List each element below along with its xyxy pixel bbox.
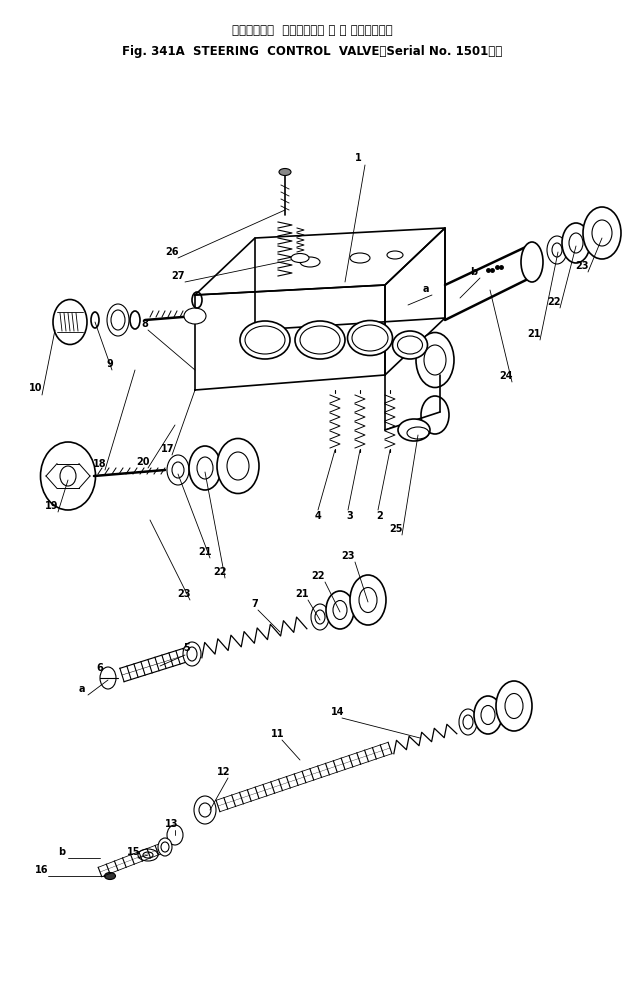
Text: a: a — [422, 284, 429, 294]
Text: 27: 27 — [171, 271, 185, 281]
Ellipse shape — [459, 709, 477, 735]
Text: 26: 26 — [165, 247, 178, 257]
Text: 14: 14 — [331, 707, 344, 717]
Ellipse shape — [350, 575, 386, 625]
Ellipse shape — [104, 872, 115, 879]
Text: 23: 23 — [177, 589, 191, 599]
Ellipse shape — [100, 667, 116, 689]
Text: 15: 15 — [127, 847, 141, 857]
Text: 9: 9 — [107, 359, 114, 369]
Ellipse shape — [562, 223, 590, 263]
Ellipse shape — [547, 236, 567, 264]
Ellipse shape — [217, 439, 259, 493]
Text: Fig. 341A  STEERING  CONTROL  VALVE（Serial No. 1501～）: Fig. 341A STEERING CONTROL VALVE（Serial … — [122, 45, 502, 58]
Text: 13: 13 — [165, 819, 178, 829]
Text: 12: 12 — [217, 767, 231, 777]
Text: 4: 4 — [314, 511, 321, 521]
Text: 10: 10 — [29, 383, 43, 393]
Ellipse shape — [167, 825, 183, 845]
Ellipse shape — [392, 331, 427, 359]
Text: 20: 20 — [136, 457, 150, 467]
Text: b: b — [59, 847, 66, 857]
Ellipse shape — [421, 396, 449, 434]
Text: 25: 25 — [389, 524, 402, 534]
Ellipse shape — [189, 446, 221, 490]
Ellipse shape — [352, 325, 388, 351]
Ellipse shape — [194, 796, 216, 824]
Ellipse shape — [416, 333, 454, 387]
Ellipse shape — [245, 326, 285, 354]
Ellipse shape — [350, 253, 370, 263]
Text: ステアリング  コントロール バ ル ブ（適用号機: ステアリング コントロール バ ル ブ（適用号機 — [232, 24, 392, 37]
Text: 22: 22 — [547, 297, 561, 307]
Text: 22: 22 — [213, 567, 227, 577]
Text: 21: 21 — [527, 329, 541, 339]
Ellipse shape — [41, 442, 95, 510]
Ellipse shape — [60, 466, 76, 486]
Ellipse shape — [158, 838, 172, 856]
Text: 23: 23 — [575, 261, 589, 271]
Ellipse shape — [295, 321, 345, 359]
Text: 6: 6 — [97, 663, 104, 673]
Ellipse shape — [326, 591, 354, 629]
Text: a: a — [79, 684, 85, 694]
Ellipse shape — [184, 308, 206, 324]
Ellipse shape — [397, 336, 422, 354]
Ellipse shape — [300, 257, 320, 267]
Text: 2: 2 — [377, 511, 383, 521]
Ellipse shape — [53, 299, 87, 345]
Text: 1: 1 — [354, 153, 361, 163]
Text: b: b — [470, 267, 477, 277]
Ellipse shape — [398, 419, 430, 441]
Text: 3: 3 — [346, 511, 353, 521]
Ellipse shape — [311, 604, 329, 630]
Ellipse shape — [300, 326, 340, 354]
Ellipse shape — [583, 207, 621, 259]
Text: 16: 16 — [35, 865, 49, 875]
Text: 19: 19 — [46, 501, 59, 511]
Ellipse shape — [521, 242, 543, 282]
Text: 21: 21 — [198, 547, 212, 557]
Text: 7: 7 — [251, 599, 258, 609]
Ellipse shape — [291, 254, 309, 263]
Text: 11: 11 — [271, 729, 285, 739]
Ellipse shape — [424, 345, 446, 375]
Ellipse shape — [240, 321, 290, 359]
Ellipse shape — [279, 169, 291, 176]
Ellipse shape — [138, 849, 158, 861]
Text: 21: 21 — [295, 589, 309, 599]
Text: 5: 5 — [183, 643, 190, 653]
Ellipse shape — [183, 642, 201, 666]
Ellipse shape — [387, 251, 403, 259]
Text: 18: 18 — [93, 459, 107, 469]
Text: 22: 22 — [311, 571, 324, 581]
Ellipse shape — [496, 681, 532, 731]
Ellipse shape — [167, 455, 189, 485]
Text: 17: 17 — [161, 444, 175, 454]
Ellipse shape — [474, 696, 502, 734]
Text: 23: 23 — [341, 551, 355, 561]
Text: 24: 24 — [499, 371, 513, 381]
Ellipse shape — [107, 304, 129, 336]
Ellipse shape — [348, 320, 392, 356]
Text: 8: 8 — [142, 319, 149, 329]
